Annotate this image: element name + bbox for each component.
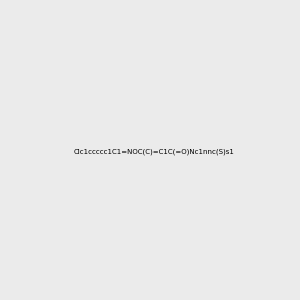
Text: Clc1ccccc1C1=NOC(C)=C1C(=O)Nc1nnc(S)s1: Clc1ccccc1C1=NOC(C)=C1C(=O)Nc1nnc(S)s1	[73, 148, 234, 155]
